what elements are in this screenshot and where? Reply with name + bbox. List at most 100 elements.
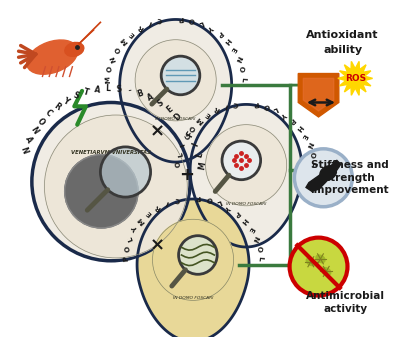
Polygon shape [190,104,302,247]
Text: S: S [116,85,122,94]
Text: C: C [233,100,239,107]
Text: activity: activity [323,304,368,314]
Text: I: I [180,142,187,147]
Circle shape [161,56,200,95]
Text: P: P [288,116,296,124]
Text: I: I [191,141,201,147]
Text: P: P [216,29,223,37]
Text: strength: strength [324,173,375,183]
Text: I: I [148,19,152,26]
Text: I: I [224,102,229,109]
Polygon shape [338,61,373,95]
Text: N: N [110,55,117,63]
Polygon shape [120,20,232,162]
Text: Y: Y [132,225,139,233]
Polygon shape [303,78,334,111]
Text: P: P [195,194,201,200]
Text: L: L [240,77,246,82]
Text: Y: Y [61,95,71,106]
Text: C: C [43,108,53,119]
Text: O: O [35,116,46,127]
Text: L: L [195,151,205,158]
Text: R: R [52,101,62,112]
Text: ability: ability [323,45,362,55]
Text: Y: Y [280,110,288,118]
Circle shape [294,149,352,207]
Text: L: L [310,162,317,167]
Text: O: O [176,161,182,167]
Text: M: M [197,161,207,170]
Ellipse shape [316,255,325,263]
Text: T: T [82,87,90,97]
Text: A: A [93,85,101,95]
Text: +: + [179,166,194,184]
Text: M: M [120,36,129,46]
Text: N: N [28,125,39,135]
Text: M: M [137,216,147,225]
Text: C: C [174,196,181,202]
Polygon shape [137,199,249,342]
Text: H: H [294,123,303,132]
Text: Y: Y [224,203,232,211]
Text: IN DOMO FOSCARI: IN DOMO FOSCARI [173,296,213,300]
Text: C: C [157,16,163,23]
Text: -: - [128,86,132,96]
Circle shape [135,40,216,121]
Text: VENETIARVM VNIVERSITAS: VENETIARVM VNIVERSITAS [71,150,151,155]
Circle shape [45,115,187,258]
Text: B: B [136,88,145,99]
Ellipse shape [320,166,336,180]
Text: O: O [114,45,123,54]
Circle shape [32,103,190,261]
Text: O: O [188,16,195,23]
Text: E: E [204,110,212,118]
Circle shape [65,155,138,228]
Text: O: O [106,65,114,72]
Text: O: O [205,195,212,203]
Text: L: L [198,19,204,26]
Text: Y: Y [207,23,215,31]
Text: O: O [255,245,262,252]
Ellipse shape [322,268,331,275]
Text: O: O [124,245,131,252]
Ellipse shape [65,43,84,56]
Text: E: E [128,30,136,37]
Circle shape [206,125,287,206]
Text: P: P [253,100,259,107]
Text: A: A [23,135,33,144]
Text: G: G [184,132,192,140]
Text: N: N [251,234,259,242]
Text: O: O [238,65,245,72]
Text: N: N [234,55,242,63]
Text: H: H [240,216,249,225]
Text: D: D [172,112,183,122]
Text: P: P [178,14,184,21]
Text: S: S [72,91,80,101]
Text: ROS: ROS [345,74,366,83]
Text: R: R [137,23,145,31]
Text: Antimicrobial: Antimicrobial [306,291,385,300]
Text: L: L [257,256,264,261]
Text: R: R [154,203,162,211]
Text: E: E [247,225,254,233]
Text: L: L [177,151,184,157]
Ellipse shape [27,40,78,74]
Text: ×: × [150,236,165,255]
Ellipse shape [306,258,315,265]
Text: N: N [19,145,29,155]
Text: M: M [105,75,112,83]
Text: I: I [165,199,170,205]
Text: H: H [223,37,231,45]
Text: L: L [106,84,111,94]
Text: F: F [186,130,196,139]
Text: Antioxidant: Antioxidant [307,30,379,40]
Text: E: E [165,105,174,115]
Text: N: N [305,141,313,149]
Circle shape [178,236,217,274]
Text: improvement: improvement [310,185,389,195]
Text: R: R [213,105,221,113]
Text: O: O [262,102,270,109]
Circle shape [290,238,348,296]
Text: P: P [233,209,241,217]
Text: Stiffness and: Stiffness and [310,160,388,170]
